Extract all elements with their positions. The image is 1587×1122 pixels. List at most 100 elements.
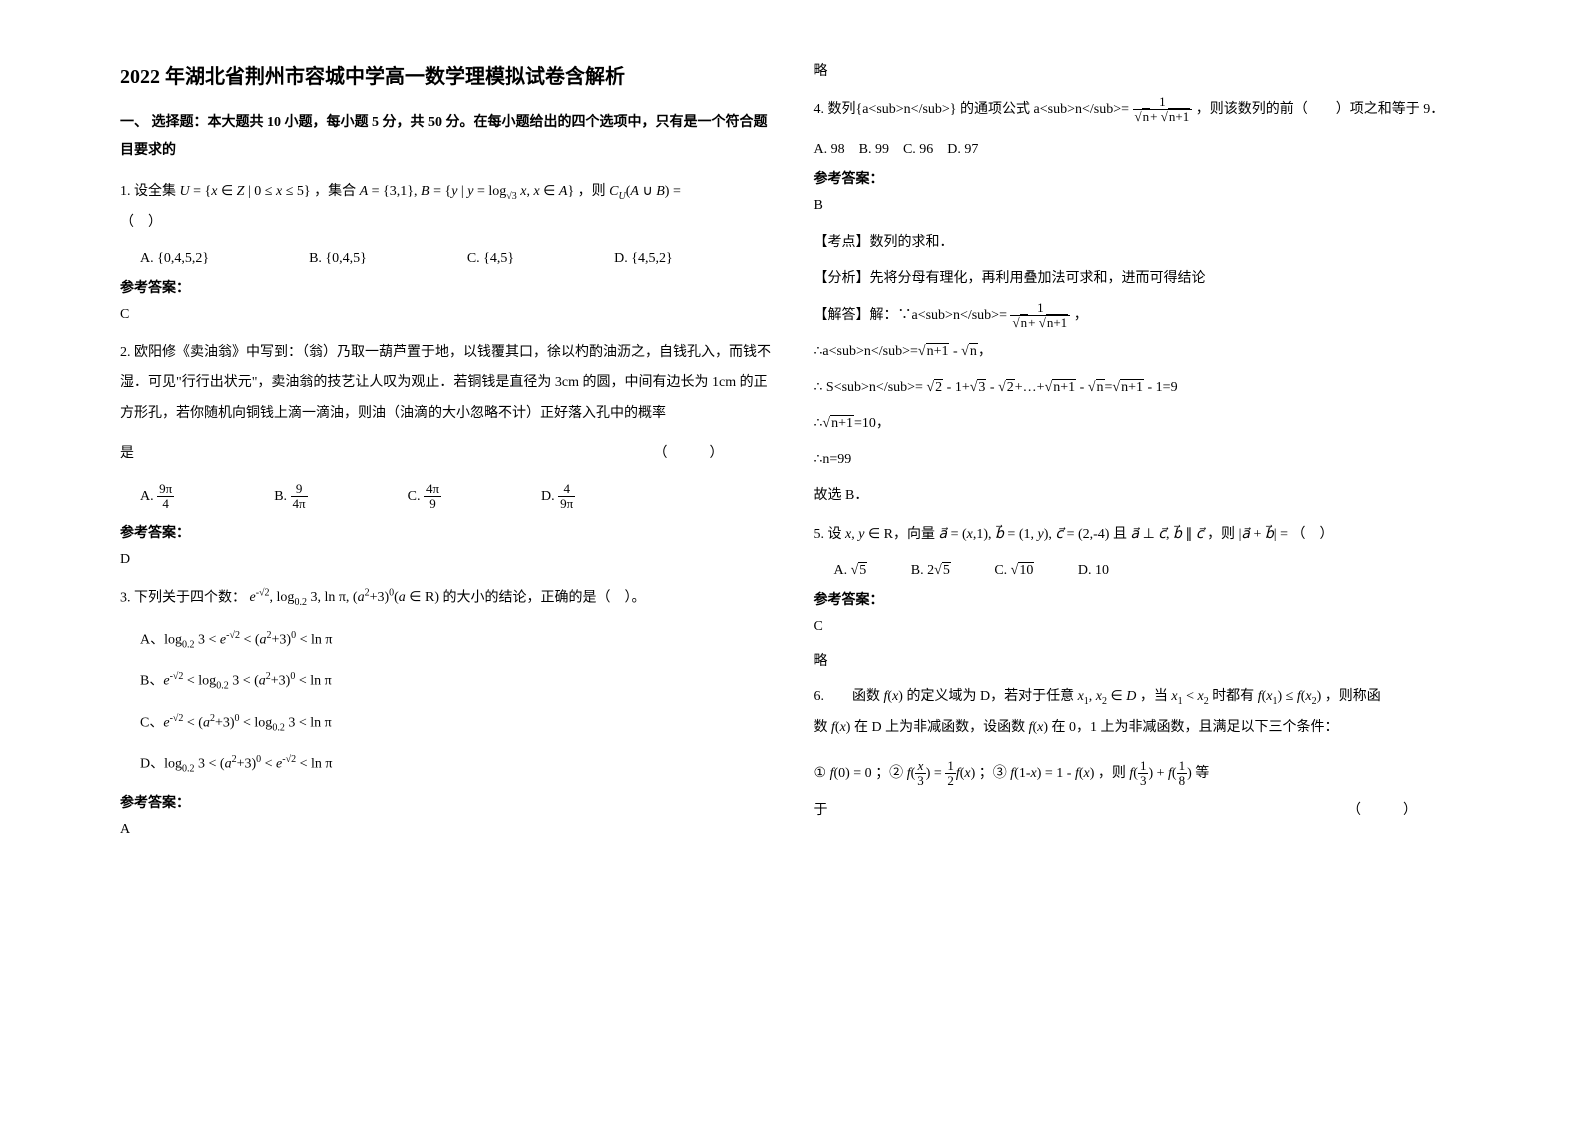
q1-answer-label: 参考答案： [120,277,774,297]
question-5: 5. 设 x, y ∈ R，向量 a⃗ = (x,1), b⃗ = (1, y)… [814,520,1468,551]
q4-l3-post: =10， [854,416,890,431]
q5-opt-d: D. 10 [1078,563,1109,578]
q2-opt-c: C. 4π9 [408,482,441,512]
q5-cond: a⃗ ⊥ c⃗, b⃗ ∥ c⃗ [1130,527,1203,542]
q2-options: A. 9π4 B. 94π C. 4π9 D. 49π [140,482,774,512]
q4-l1-pre: ∴a<sub>n</sub>= [814,344,918,359]
q3-opt-b: B、e-√2 < log0.2 3 < (a2+3)0 < ln π [140,667,774,696]
q4-l2-m4: - [1076,380,1088,395]
q5-var: x, y ∈ [845,527,884,542]
q2-stem: 2. 欧阳修《卖油翁》中写到：（翁）乃取一葫芦置于地，以钱覆其口，徐以杓酌油沥之… [120,345,771,422]
q1-opt-b: B. {0,4,5} [309,251,367,267]
q6-fx3: f(x) [1029,720,1048,735]
right-top-note: 略 [814,60,1468,80]
q2-opt-b: B. 94π [274,482,307,512]
q4-line4: ∴n=99 [814,446,1468,474]
q6-conditions: ① f(0) = 0 ；② f(x3) = 12f(x) ；③ f(1-x) =… [814,756,1468,791]
question-3: 3. 下列关于四个数： e-√2, log0.2 3, ln π, (a2+3)… [120,583,774,614]
q3-stem-post: 的大小的结论，正确的是（ ）。 [443,590,646,605]
q6-s2: ，当 [1140,689,1168,704]
q4-line1: ∴a<sub>n</sub>=√n+1 - √n， [814,338,1468,366]
q5-answer-label: 参考答案： [814,589,1468,609]
q2-opt-c-label: C. [408,489,421,504]
q4-l3-pre: ∴ [814,416,823,431]
q4-e3-post: ， [1074,308,1088,323]
page-title: 2022 年湖北省荆州市容城中学高一数学理模拟试卷含解析 [120,60,774,89]
question-6: 6. 函数 f(x) 的定义域为 D，若对于任意 x1, x2 ∈ D ，当 x… [814,682,1468,744]
q4-answer-label: 参考答案： [814,168,1468,188]
q5-answer: C [814,619,1468,635]
q5-pre: 5. 设 [814,527,842,542]
section-header: 一、 选择题：本大题共 10 小题，每小题 5 分，共 50 分。在每小题给出的… [120,109,774,165]
q2-opt-d-label: D. [541,489,555,504]
q6-final-expr: f(13) + f(18) [1129,766,1191,781]
q4-l2-m2: - [986,380,998,395]
q5-then: ，则 [1207,527,1235,542]
q2-answer-label: 参考答案： [120,522,774,542]
q4-l2-m1: - 1+ [943,380,970,395]
q4-line3: ∴√n+1=10， [814,410,1468,438]
q3-opt-d: D、log0.2 3 < (a2+3)0 < e-√2 < ln π [140,750,774,779]
q6-s3: 时都有 [1212,689,1254,704]
q2-answer: D [120,552,774,568]
q4-line2: ∴ S<sub>n</sub>= √2 - 1+√3 - √2+…+√n+1 -… [814,374,1468,402]
q6-s5: 数 [814,720,828,735]
q6-cond2: f(x3) = 12f(x) [907,766,976,781]
q6-cond3: f(1-x) = 1 - f(x) [1010,766,1094,781]
q5-options: A. √5 B. 2√5 C. √10 D. 10 [834,563,1468,579]
q1-set-u: U = {x ∈ Z | 0 ≤ x ≤ 5} [180,184,311,199]
q2-stem2-line: 是 （ ） [120,442,774,462]
q5-expr: |a⃗ + b⃗| = [1239,527,1292,542]
q1-set-ab: A = {3,1}, B = {y | y = log√3 x, x ∈ A} [360,184,575,199]
q4-line5: 故选 B． [814,482,1468,510]
q6-fx2: f(x) [831,720,850,735]
q6-c3: f(x1) ≤ f(x2) [1258,689,1322,704]
q1-expr: CU(A ∪ B) = [609,184,681,199]
q1-mid1: ，集合 [314,184,356,199]
q6-s6: 在 D 上为非减函数，设函数 [854,720,1025,735]
q5-opt-c: C. √10 [994,563,1034,578]
q6-cond2-label: ；② [875,766,903,781]
q4-l1-post: ， [978,344,992,359]
q6-then: ，则 [1098,766,1126,781]
q4-explain2: 【分析】先将分母有理化，再利用叠加法可求和，进而可得结论 [814,265,1468,293]
q1-stem-pre: 1. 设全集 [120,184,176,199]
q2-opt-a: A. 9π4 [140,482,174,512]
q6-s4: ，则称函 [1325,689,1381,704]
q5-opt-b: B. 2√5 [911,563,951,578]
q4-answer: B [814,198,1468,214]
q5-opt-a: A. √5 [834,563,868,578]
q6-tail2: 于 [814,803,828,818]
q5-r: R，向量 [884,527,935,542]
q6-paren: （ ） [1347,799,1417,819]
q3-answer-label: 参考答案： [120,792,774,812]
q4-stem-pre: 4. 数列{a<sub>n</sub>} 的通项公式 a<sub>n</sub>… [814,102,1130,117]
q4-l2-post: - 1=9 [1144,380,1178,395]
q1-opt-a: A. {0,4,5,2} [140,251,209,267]
q4-e3-frac: 1√n+ √n+1 [1010,301,1070,331]
q6-c2: x1 < x2 [1171,689,1208,704]
q4-l2-m3: +…+ [1015,380,1045,395]
q6-cond3-label: ；③ [979,766,1007,781]
q3-stem-pre: 3. 下列关于四个数： [120,590,246,605]
question-1: 1. 设全集 U = {x ∈ Z | 0 ≤ x ≤ 5} ，集合 A = {… [120,177,774,239]
q6-s7: 在 0，1 上为非减函数，且满足以下三个条件： [1052,720,1339,735]
q4-stem-post: ，则该数列的前（ ）项之和等于 9． [1196,102,1445,117]
q6-tail: 等 [1195,766,1209,781]
q2-stem2: 是 [120,446,134,461]
q6-cond1-label: ① [814,766,827,781]
q4-l2-pre: ∴ S<sub>n</sub>= [814,380,927,395]
question-2: 2. 欧阳修《卖油翁》中写到：（翁）乃取一葫芦置于地，以钱覆其口，徐以杓酌油沥之… [120,338,774,430]
q4-l2-m5: = [1105,380,1113,395]
q3-opt-a: A、log0.2 3 < e-√2 < (a2+3)0 < ln π [140,626,774,655]
q1-mid2: ，则 [578,184,606,199]
q6-s1: 的定义域为 D，若对于任意 [906,689,1074,704]
q1-options: A. {0,4,5,2} B. {0,4,5} C. {4,5} D. {4,5… [140,251,774,267]
q6-cond1: f(0) = 0 [830,766,872,781]
q5-and: 且 [1113,527,1127,542]
q4-frac: 1√n+ √n+1 [1133,95,1193,125]
q5-vec: a⃗ = (x,1), b⃗ = (1, y), c⃗ = (2,-4) [938,527,1112,542]
q3-expr: e-√2, log0.2 3, ln π, (a2+3)0(a ∈ R) [250,590,440,605]
q2-opt-d: D. 49π [541,482,575,512]
q6-tail2-line: 于 （ ） [814,799,1468,819]
